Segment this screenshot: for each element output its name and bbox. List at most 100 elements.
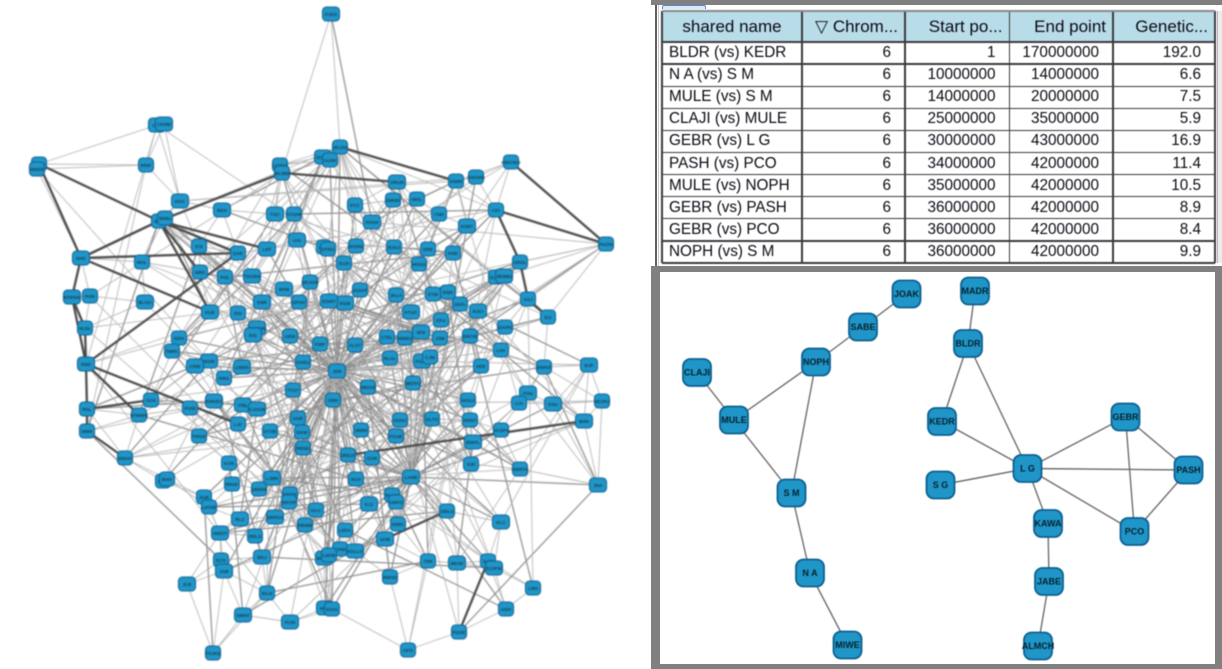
svg-text:CJOOB: CJOOB [249, 407, 266, 412]
svg-text:LJMN: LJMN [266, 476, 279, 481]
svg-text:MBN: MBN [82, 429, 93, 434]
svg-text:IDLN: IDLN [262, 591, 273, 596]
svg-text:SRRSA: SRRSA [267, 515, 284, 520]
svg-text:JNA: JNA [593, 483, 603, 488]
svg-text:KEDR: KEDR [929, 417, 955, 427]
svg-text:NDH: NDH [174, 336, 185, 341]
svg-text:FSJKD: FSJKD [205, 651, 221, 656]
svg-text:DMAK: DMAK [118, 456, 132, 461]
svg-text:LHT: LHT [263, 247, 272, 252]
svg-text:OFO: OFO [403, 648, 413, 653]
svg-text:FFKH: FFKH [366, 220, 379, 225]
svg-text:NDJHJ: NDJHJ [594, 399, 610, 404]
svg-text:N A: N A [802, 568, 818, 578]
svg-text:EKW: EKW [297, 430, 308, 435]
svg-text:BHO: BHO [162, 477, 173, 482]
svg-text:LJC: LJC [234, 422, 243, 427]
svg-text:SJJFW: SJJFW [486, 566, 502, 571]
svg-text:WLDH: WLDH [333, 145, 347, 150]
svg-text:LMTB: LMTB [323, 553, 336, 558]
svg-text:RRUF: RRUF [226, 482, 239, 487]
svg-text:AWRTH: AWRTH [512, 467, 530, 472]
svg-text:WLBMI: WLBMI [274, 171, 290, 176]
svg-text:HNSUU: HNSUU [411, 262, 428, 267]
svg-text:RLC: RLC [235, 517, 245, 522]
svg-text:UUR: UUR [293, 416, 304, 421]
svg-text:DRDJC: DRDJC [340, 453, 357, 458]
svg-text:TMRC: TMRC [165, 349, 179, 354]
svg-text:TER: TER [423, 559, 433, 564]
svg-text:MULE: MULE [721, 415, 747, 425]
svg-text:AUIAF: AUIAF [353, 288, 367, 293]
svg-text:NKIL: NKIL [412, 197, 423, 202]
svg-text:HWCWO: HWCWO [502, 160, 521, 165]
svg-text:OCK: OCK [146, 398, 157, 403]
svg-text:LHA: LHA [496, 348, 506, 353]
svg-text:BHN: BHN [579, 419, 590, 424]
svg-text:HWDT: HWDT [213, 531, 227, 536]
svg-text:UBWW: UBWW [251, 487, 267, 492]
svg-text:CND: CND [434, 212, 445, 217]
svg-text:MOL: MOL [137, 260, 147, 265]
svg-text:IALC: IALC [311, 508, 322, 513]
svg-text:BJUJ: BJUJ [388, 245, 400, 250]
svg-text:S G: S G [933, 480, 949, 490]
svg-text:WSI: WSI [417, 330, 426, 335]
svg-text:GEH: GEH [501, 607, 512, 612]
svg-text:PREBO: PREBO [295, 446, 312, 451]
svg-text:GEBR: GEBR [1112, 412, 1139, 422]
svg-text:OKFL: OKFL [454, 302, 467, 307]
svg-text:PASH: PASH [1176, 465, 1200, 475]
svg-text:FGUE: FGUE [390, 434, 403, 439]
svg-text:LRH: LRH [528, 586, 538, 591]
svg-text:MEFFU: MEFFU [405, 381, 422, 386]
svg-text:CIO: CIO [492, 208, 501, 213]
svg-text:RGM: RGM [340, 301, 351, 306]
svg-text:JKLA: JKLA [390, 293, 403, 298]
svg-text:SABE: SABE [850, 322, 875, 332]
svg-text:S M: S M [783, 488, 799, 498]
svg-text:RLAL: RLAL [384, 356, 396, 361]
svg-text:L G: L G [1020, 464, 1035, 474]
svg-text:TDORH: TDORH [244, 274, 261, 279]
svg-text:BWPL: BWPL [466, 440, 480, 445]
svg-text:GTGHK: GTGHK [286, 212, 303, 217]
svg-text:CJM: CJM [425, 355, 435, 360]
svg-text:EWA: EWA [443, 290, 454, 295]
svg-text:UNFO: UNFO [389, 500, 402, 505]
svg-text:DAPN: DAPN [498, 325, 512, 330]
svg-text:RNNT: RNNT [464, 418, 477, 423]
svg-text:WMEU: WMEU [398, 336, 413, 341]
svg-text:JDR: JDR [332, 369, 342, 374]
svg-text:KAWA: KAWA [1035, 519, 1063, 529]
svg-text:WNDE: WNDE [30, 167, 44, 172]
svg-text:DTRG: DTRG [321, 247, 334, 252]
svg-text:CTEL: CTEL [381, 335, 393, 340]
svg-text:NTMWN: NTMWN [130, 413, 148, 418]
svg-text:JABE: JABE [1037, 577, 1061, 587]
svg-text:JMRR: JMRR [354, 428, 368, 433]
svg-text:POW: POW [185, 406, 197, 411]
svg-text:NCH: NCH [351, 477, 362, 482]
svg-text:GNOHN: GNOHN [467, 175, 485, 180]
svg-text:TGC: TGC [270, 212, 280, 217]
svg-text:ESBT: ESBT [461, 224, 473, 229]
svg-text:ECO: ECO [216, 558, 226, 563]
svg-text:WFOP: WFOP [282, 500, 296, 505]
svg-text:RRG: RRG [219, 376, 230, 381]
svg-text:EBLS: EBLS [249, 534, 261, 539]
svg-text:ALST: ALST [349, 343, 361, 348]
svg-text:KTUC: KTUC [405, 310, 418, 315]
svg-text:GRDL: GRDL [513, 260, 526, 265]
svg-text:EIG: EIG [249, 333, 257, 338]
svg-text:MADR: MADR [962, 286, 989, 296]
svg-text:OBN: OBN [328, 398, 339, 403]
svg-text:ITBL: ITBL [238, 403, 248, 408]
svg-text:UOB: UOB [380, 537, 391, 542]
svg-text:RSL: RSL [82, 407, 91, 412]
svg-text:ESWT: ESWT [322, 299, 335, 304]
svg-text:PUON: PUON [599, 242, 613, 247]
svg-text:UAI: UAI [293, 238, 301, 243]
svg-text:OTSB: OTSB [264, 429, 277, 434]
svg-text:CLAJI: CLAJI [684, 368, 710, 378]
